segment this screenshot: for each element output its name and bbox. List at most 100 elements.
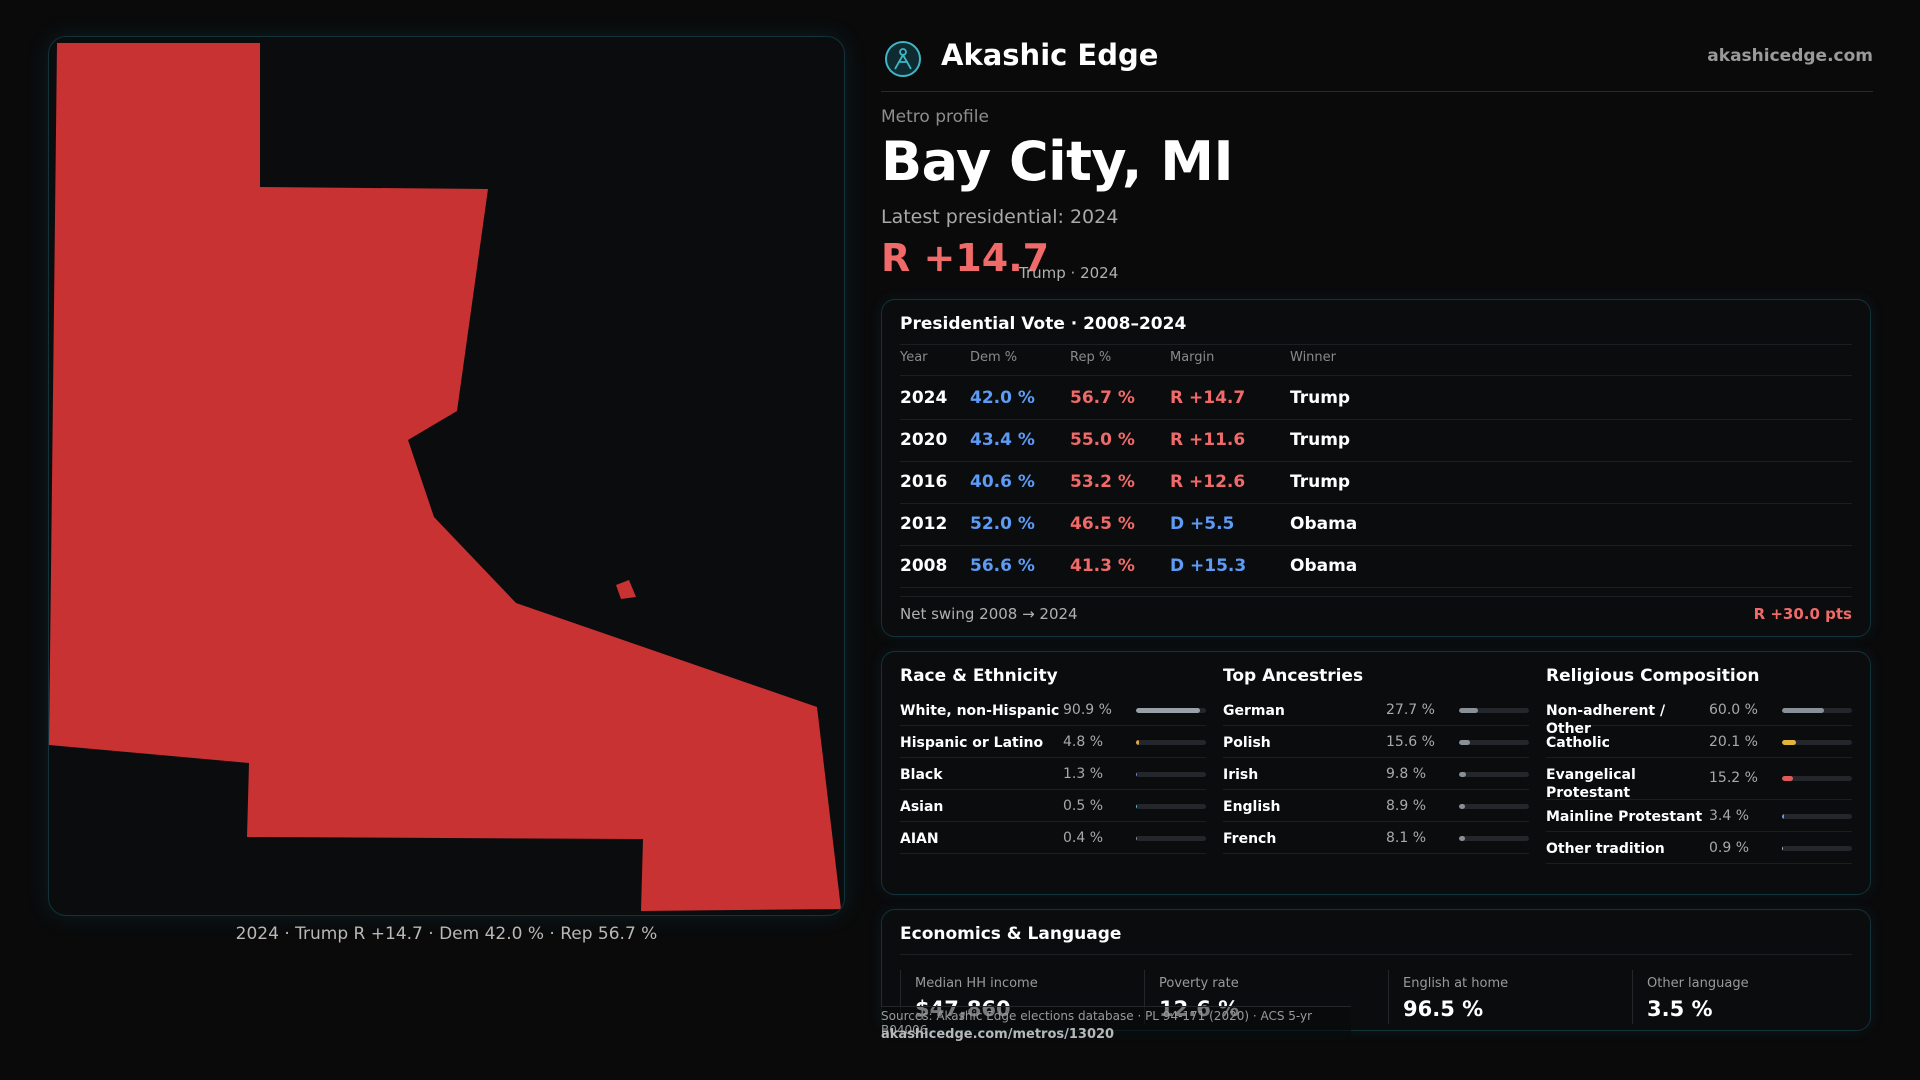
- header-year: Year: [900, 350, 928, 365]
- list-item: Polish 15.6 %: [1223, 726, 1529, 758]
- race-bar: [1136, 772, 1206, 777]
- race-value: 0.5 %: [1063, 798, 1104, 814]
- cell-rep: 55.0 %: [1070, 430, 1135, 450]
- ancestry-bar: [1459, 772, 1529, 777]
- cell-rep: 56.7 %: [1070, 388, 1135, 408]
- cell-margin: D +15.3: [1170, 556, 1247, 576]
- list-item: Mainline Protestant 3.4 %: [1546, 800, 1852, 832]
- religion-bar: [1782, 814, 1852, 819]
- county-map-svg: [49, 43, 841, 911]
- stat-label: Median HH income: [915, 976, 1038, 991]
- ancestries-section: Top Ancestries German 27.7 % Polish 15.6…: [1223, 666, 1529, 854]
- table-row[interactable]: 2024 42.0 % 56.7 % R +14.7 Trump: [900, 378, 1852, 420]
- stat-other-language: Other language 3.5 %: [1632, 970, 1862, 1024]
- religion-bar-fill: [1782, 846, 1784, 851]
- list-item: AIAN 0.4 %: [900, 822, 1206, 854]
- list-item: Other tradition 0.9 %: [1546, 832, 1852, 864]
- table-row[interactable]: 2008 56.6 % 41.3 % D +15.3 Obama: [900, 546, 1852, 588]
- cell-rep: 53.2 %: [1070, 472, 1135, 492]
- cell-year: 2012: [900, 514, 948, 534]
- page-title: Bay City, MI: [881, 130, 1234, 193]
- economics-title: Economics & Language: [900, 924, 1852, 955]
- ancestry-bar-fill: [1459, 772, 1466, 777]
- ancestry-bar-fill: [1459, 740, 1470, 745]
- county-shape[interactable]: [49, 43, 841, 911]
- race-value: 90.9 %: [1063, 702, 1112, 718]
- table-row[interactable]: 2012 52.0 % 46.5 % D +5.5 Obama: [900, 504, 1852, 546]
- cell-rep: 46.5 %: [1070, 514, 1135, 534]
- stat-english-at-home: English at home 96.5 %: [1388, 970, 1618, 1024]
- race-bar: [1136, 708, 1206, 713]
- ancestry-title: Top Ancestries: [1223, 666, 1364, 686]
- header-rep: Rep %: [1070, 350, 1112, 365]
- ancestry-value: 15.6 %: [1386, 734, 1435, 750]
- table-row[interactable]: 2016 40.6 % 53.2 % R +12.6 Trump: [900, 462, 1852, 504]
- ancestry-value: 8.9 %: [1386, 798, 1427, 814]
- vote-card-title: Presidential Vote · 2008–2024: [900, 314, 1852, 345]
- cell-winner: Trump: [1290, 430, 1351, 450]
- cell-margin: R +14.7: [1170, 388, 1246, 408]
- religion-value: 15.2 %: [1709, 770, 1758, 786]
- table-row[interactable]: 2020 43.4 % 55.0 % R +11.6 Trump: [900, 420, 1852, 462]
- race-label: White, non-Hispanic: [900, 703, 1060, 719]
- ancestry-value: 8.1 %: [1386, 830, 1427, 846]
- race-bar-fill: [1136, 772, 1138, 777]
- religion-bar-fill: [1782, 814, 1785, 819]
- cell-dem: 43.4 %: [970, 430, 1035, 450]
- race-bar-fill: [1136, 804, 1138, 809]
- ancestry-label: German: [1223, 703, 1285, 719]
- ancestry-label: French: [1223, 831, 1277, 847]
- ancestry-value: 27.7 %: [1386, 702, 1435, 718]
- list-item: Catholic 20.1 %: [1546, 726, 1852, 758]
- profile-subtitle: Latest presidential: 2024: [881, 206, 1119, 228]
- header-dem: Dem %: [970, 350, 1018, 365]
- headline-margin: R +14.7: [881, 236, 1050, 280]
- religion-bar-fill: [1782, 740, 1797, 745]
- list-item: Irish 9.8 %: [1223, 758, 1529, 790]
- header-margin: Margin: [1170, 350, 1215, 365]
- cell-winner: Trump: [1290, 388, 1351, 408]
- race-bar-fill: [1136, 740, 1140, 745]
- ancestry-label: Polish: [1223, 735, 1271, 751]
- cell-year: 2020: [900, 430, 948, 450]
- county-map[interactable]: [48, 36, 845, 916]
- brand-url-link[interactable]: akashicedge.com: [1707, 46, 1873, 66]
- cell-margin: D +5.5: [1170, 514, 1235, 534]
- race-bar: [1136, 836, 1206, 841]
- race-bar: [1136, 740, 1206, 745]
- religion-label: Mainline Protestant: [1546, 809, 1703, 825]
- cell-winner: Trump: [1290, 472, 1351, 492]
- ancestry-value: 9.8 %: [1386, 766, 1427, 782]
- island-shape: [616, 580, 636, 599]
- cell-winner: Obama: [1290, 556, 1358, 576]
- vote-table-header: Year Dem % Rep % Margin Winner: [900, 350, 1852, 376]
- stat-value: 3.5 %: [1647, 997, 1713, 1021]
- list-item: White, non-Hispanic 90.9 %: [900, 694, 1206, 726]
- list-item: French 8.1 %: [1223, 822, 1529, 854]
- map-caption: 2024 · Trump R +14.7 · Dem 42.0 % · Rep …: [235, 924, 658, 944]
- race-bar-fill: [1136, 836, 1138, 841]
- race-value: 0.4 %: [1063, 830, 1104, 846]
- religion-bar: [1782, 708, 1852, 713]
- ancestry-bar: [1459, 804, 1529, 809]
- list-item: Hispanic or Latino 4.8 %: [900, 726, 1206, 758]
- metro-url-link[interactable]: akashicedge.com/metros/13020: [881, 1027, 1115, 1042]
- religion-value: 3.4 %: [1709, 808, 1750, 824]
- religion-bar-fill: [1782, 708, 1824, 713]
- race-label: Black: [900, 767, 943, 783]
- religion-bar-fill: [1782, 776, 1793, 781]
- sources-note: Sources: Akashic Edge elections database…: [881, 1006, 1351, 1037]
- presidential-vote-card: Presidential Vote · 2008–2024 Year Dem %…: [881, 299, 1871, 637]
- stat-label: English at home: [1403, 976, 1509, 991]
- cell-year: 2016: [900, 472, 948, 492]
- religion-title: Religious Composition: [1546, 666, 1760, 686]
- cell-margin: R +12.6: [1170, 472, 1246, 492]
- ancestry-bar: [1459, 708, 1529, 713]
- brand-header: Akashic Edge akashicedge.com: [881, 36, 1873, 92]
- ancestry-label: English: [1223, 799, 1281, 815]
- religion-value: 0.9 %: [1709, 840, 1750, 856]
- ancestry-bar-fill: [1459, 836, 1465, 841]
- cell-margin: R +11.6: [1170, 430, 1246, 450]
- header-winner: Winner: [1290, 350, 1337, 365]
- list-item: Non-adherent / Other 60.0 %: [1546, 694, 1852, 737]
